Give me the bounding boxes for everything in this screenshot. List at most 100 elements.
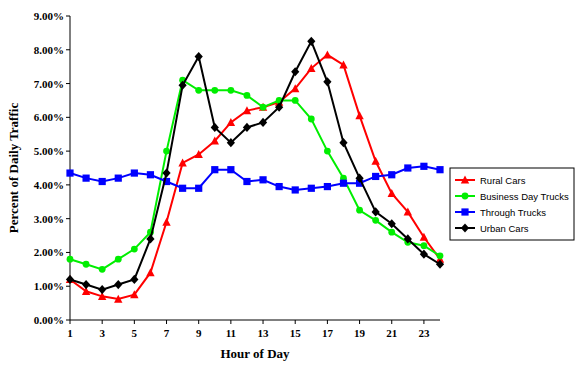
legend: Rural CarsBusiness Day TrucksThrough Tru… — [450, 168, 574, 240]
data-point — [388, 189, 396, 197]
x-tick — [263, 320, 264, 324]
data-point — [259, 118, 267, 127]
x-tick-label: 9 — [196, 327, 202, 339]
y-tick-label: 8.00% — [34, 44, 64, 56]
data-point — [292, 186, 299, 193]
plot-area — [66, 37, 444, 303]
data-point — [146, 268, 154, 276]
data-point — [115, 256, 122, 263]
data-point — [355, 111, 363, 119]
y-tick — [66, 117, 70, 118]
data-point — [99, 178, 106, 185]
data-point — [67, 256, 74, 263]
y-tick-label: 4.00% — [34, 179, 64, 191]
data-point — [372, 173, 379, 180]
x-tick-label: 5 — [132, 327, 138, 339]
data-point — [324, 148, 331, 155]
data-point — [276, 183, 283, 190]
data-point — [404, 234, 412, 243]
x-tick-label: 1 — [67, 327, 73, 339]
x-tick-label: 21 — [386, 327, 397, 339]
data-point — [243, 123, 251, 132]
data-point — [437, 252, 444, 259]
data-point — [162, 168, 170, 177]
y-axis — [70, 16, 71, 320]
data-point — [114, 295, 122, 303]
data-point — [211, 137, 219, 145]
data-point — [372, 207, 380, 216]
y-tick-label: 0.00% — [34, 314, 64, 326]
data-point — [66, 169, 73, 176]
data-point — [244, 92, 251, 99]
chart: 0.00%1.00%2.00%3.00%4.00%5.00%6.00%7.00%… — [0, 0, 580, 375]
x-tick-label: 23 — [418, 327, 430, 339]
data-point — [195, 52, 203, 61]
legend-label: Business Day Trucks — [480, 191, 569, 202]
data-point — [83, 261, 90, 268]
legend-marker — [461, 176, 469, 184]
series-line — [70, 166, 440, 190]
y-tick-label: 7.00% — [34, 78, 64, 90]
data-point — [179, 81, 187, 90]
legend-label: Urban Cars — [480, 223, 529, 234]
x-tick-label: 7 — [164, 327, 170, 339]
data-point — [420, 233, 428, 241]
y-tick — [66, 16, 70, 17]
data-point — [371, 157, 379, 165]
data-point — [340, 180, 347, 187]
x-tick — [198, 320, 199, 324]
data-point — [324, 183, 331, 190]
x-tick — [423, 320, 424, 324]
data-point — [339, 61, 347, 69]
legend-label: Through Trucks — [480, 207, 546, 218]
y-tick — [66, 83, 70, 84]
x-tick — [295, 320, 296, 324]
data-point — [355, 174, 363, 183]
data-point — [291, 67, 299, 76]
data-point — [421, 242, 428, 249]
data-point — [275, 103, 283, 112]
x-tick — [359, 320, 360, 324]
data-point — [179, 185, 186, 192]
data-point — [292, 97, 299, 104]
data-point — [130, 275, 138, 284]
y-tick — [66, 320, 70, 321]
data-point — [227, 166, 234, 173]
y-tick-label: 5.00% — [34, 145, 64, 157]
x-tick — [70, 320, 71, 324]
data-point — [66, 275, 74, 283]
y-tick-label: 1.00% — [34, 280, 64, 292]
x-tick-label: 3 — [99, 327, 105, 339]
data-point — [147, 171, 154, 178]
data-point — [308, 185, 315, 192]
data-point — [195, 87, 202, 94]
y-tick-label: 2.00% — [34, 246, 64, 258]
data-point — [195, 185, 202, 192]
data-point — [420, 250, 428, 259]
data-point — [114, 280, 122, 289]
data-point — [388, 229, 395, 236]
series-line — [70, 55, 440, 299]
y-tick-label: 6.00% — [34, 111, 64, 123]
data-point — [178, 159, 186, 167]
legend-marker — [461, 223, 469, 232]
y-axis-label: Percent of Daily Traffic — [6, 103, 21, 234]
legend-marker — [462, 193, 469, 200]
x-axis — [70, 320, 440, 321]
data-point — [260, 104, 267, 111]
y-tick-label: 9.00% — [34, 10, 64, 22]
x-tick — [391, 320, 392, 324]
x-tick-label: 11 — [226, 327, 236, 339]
x-tick-label: 19 — [354, 327, 366, 339]
data-point — [227, 138, 235, 147]
x-tick — [230, 320, 231, 324]
legend-box — [450, 168, 574, 240]
data-point — [323, 77, 331, 86]
x-axis-label: Hour of Day — [220, 346, 290, 361]
data-point — [211, 87, 218, 94]
x-tick-label: 15 — [290, 327, 302, 339]
x-tick — [102, 320, 103, 324]
data-point — [227, 87, 234, 94]
y-tick — [66, 151, 70, 152]
data-point — [404, 208, 412, 216]
